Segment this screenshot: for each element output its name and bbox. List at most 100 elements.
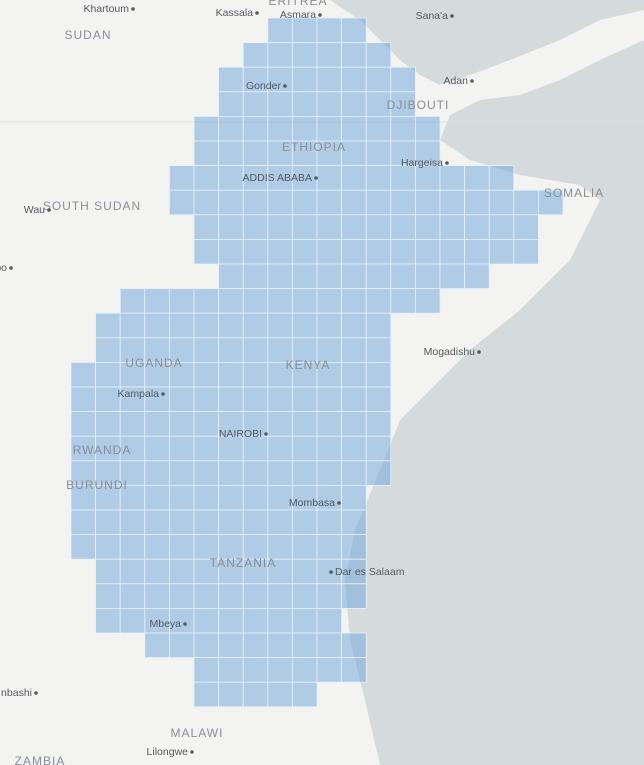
grid-cell (218, 189, 244, 216)
grid-cell (365, 214, 392, 240)
grid-cell (144, 288, 170, 314)
city-label: Kampala (118, 388, 160, 400)
grid-cell (218, 411, 244, 437)
grid-cell (218, 238, 244, 265)
grid-cell (267, 140, 293, 167)
grid-cell (119, 608, 146, 634)
grid-cell (291, 238, 318, 265)
grid-cell (119, 583, 146, 609)
grid-cell (414, 116, 441, 142)
grid-cell (316, 42, 343, 68)
grid-cell (168, 312, 195, 339)
grid-cell (341, 238, 367, 265)
grid-cell (341, 361, 367, 388)
grid-cell (242, 632, 269, 659)
city-dot (190, 750, 194, 754)
grid-cell (365, 312, 392, 339)
grid-cell (341, 337, 367, 363)
grid-cell (267, 583, 293, 609)
grid-cell (316, 66, 343, 93)
grid-cell (193, 386, 220, 413)
grid-cell (70, 386, 97, 413)
grid-cell (95, 509, 121, 536)
city-label: Adan (443, 75, 468, 87)
city-dot (131, 7, 135, 11)
grid-cell (316, 312, 343, 339)
grid-cell (414, 189, 441, 216)
grid-cell (193, 361, 220, 388)
grid-cell (341, 312, 367, 339)
grid-cell (316, 411, 343, 437)
grid-cell (291, 361, 318, 388)
grid-cell (267, 484, 293, 511)
grid-cell (242, 189, 269, 216)
grid-cell (242, 91, 269, 117)
grid-cell (365, 42, 392, 68)
country-label: SUDAN (64, 28, 111, 42)
country-label: SOMALIA (544, 186, 604, 200)
grid-cell (218, 509, 244, 536)
grid-cell (341, 386, 367, 413)
grid-cell (168, 583, 195, 609)
grid-cell (341, 583, 367, 609)
grid-cell (218, 460, 244, 486)
grid-cell (267, 288, 293, 314)
grid-cell (218, 657, 244, 683)
grid-cell (218, 140, 244, 167)
grid-cell (267, 509, 293, 536)
grid-cell (267, 386, 293, 413)
grid-cell (291, 386, 318, 413)
grid-cell (291, 608, 318, 634)
grid-cell (242, 361, 269, 388)
grid-cell (341, 632, 367, 659)
grid-cell (193, 484, 220, 511)
country-label: SOUTH SUDAN (43, 199, 141, 213)
grid-cell (341, 189, 367, 216)
grid-cell (365, 337, 392, 363)
grid-cell (119, 534, 146, 560)
grid-cell (316, 17, 343, 44)
city-label: Sana'a (416, 10, 449, 22)
grid-cell (193, 534, 220, 560)
grid-cell (291, 657, 318, 683)
city-label: Asmara (280, 9, 316, 21)
grid-cell (341, 91, 367, 117)
grid-cell (316, 361, 343, 388)
grid-cell (242, 386, 269, 413)
grid-cell (218, 337, 244, 363)
grid-cell (341, 116, 367, 142)
grid-cell (316, 337, 343, 363)
grid-cell (341, 509, 367, 536)
city-dot (183, 622, 187, 626)
grid-cell (70, 411, 97, 437)
grid-cell (168, 509, 195, 536)
grid-cell (390, 288, 416, 314)
grid-cell (95, 608, 121, 634)
grid-cell (193, 337, 220, 363)
grid-cell (365, 91, 392, 117)
grid-cell (365, 238, 392, 265)
grid-cell (267, 460, 293, 486)
grid-cell (341, 534, 367, 560)
grid-cell (316, 288, 343, 314)
grid-cell (291, 189, 318, 216)
grid-cell (168, 460, 195, 486)
grid-cell (193, 140, 220, 167)
grid-cell (488, 189, 515, 216)
grid-cell (95, 411, 121, 437)
grid-cell (242, 140, 269, 167)
grid-cell (193, 288, 220, 314)
grid-cell (70, 435, 97, 462)
grid-cell (267, 116, 293, 142)
grid-cell (267, 42, 293, 68)
grid-cell (390, 165, 416, 191)
city-dot (470, 79, 474, 83)
grid-cell (95, 558, 121, 585)
grid-cell (193, 632, 220, 659)
country-label: KENYA (286, 358, 331, 372)
grid-cell (193, 214, 220, 240)
labels: ERITREA SUDAN DJIBOUTI ETHIOPIA SOUTH SUDAN S… (0, 0, 604, 765)
grid-cell (464, 214, 490, 240)
